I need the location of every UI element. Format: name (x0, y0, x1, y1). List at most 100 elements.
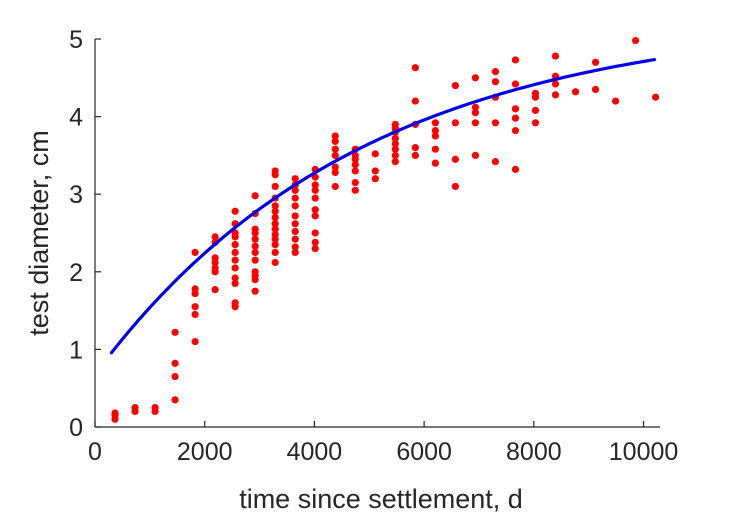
data-point (271, 230, 279, 239)
data-point (291, 202, 299, 210)
data-point (231, 229, 239, 237)
data-point (291, 186, 299, 194)
data-point (311, 212, 319, 220)
data-point (271, 248, 279, 256)
data-point (271, 258, 279, 267)
y-tick-label: 0 (69, 414, 83, 442)
data-point (111, 409, 119, 417)
data-point (491, 158, 500, 166)
data-point (511, 165, 520, 173)
data-point (471, 109, 480, 117)
data-point (411, 97, 419, 105)
data-point (331, 182, 339, 191)
data-point (451, 81, 459, 90)
data-point (391, 120, 399, 128)
data-point (231, 299, 239, 307)
data-point (311, 181, 319, 189)
data-point (311, 206, 319, 214)
axes (94, 39, 660, 428)
data-point (491, 119, 500, 127)
x-tick-label: 10000 (609, 438, 679, 466)
data-point (171, 359, 179, 367)
data-point (191, 248, 199, 256)
data-point (251, 225, 259, 233)
data-point (291, 175, 299, 183)
data-point (291, 243, 299, 251)
data-point (531, 89, 540, 97)
data-point (271, 202, 279, 210)
data-point (291, 220, 299, 228)
x-tick-label: 2000 (177, 438, 233, 466)
data-point (191, 303, 199, 311)
data-point (511, 126, 520, 135)
data-point (311, 238, 319, 246)
x-tick-label: 4000 (287, 438, 343, 466)
data-point (291, 227, 299, 236)
data-point (471, 119, 480, 127)
data-point (371, 150, 379, 158)
data-point (211, 286, 219, 294)
x-tick-label: 0 (88, 438, 102, 466)
data-point (531, 106, 540, 114)
data-point (231, 248, 239, 256)
y-tick-label: 3 (69, 181, 83, 209)
data-point (551, 52, 560, 60)
y-axis-ticks: 0 1 2 3 4 5 (69, 26, 101, 442)
data-point (331, 151, 339, 159)
data-point (531, 119, 540, 127)
data-point (271, 220, 279, 228)
data-point (251, 192, 259, 200)
data-point (271, 241, 279, 249)
data-point (211, 233, 219, 241)
data-point (291, 212, 299, 220)
data-point (431, 126, 439, 135)
data-point (391, 151, 399, 159)
fit-curve (109, 57, 657, 355)
data-point (511, 56, 520, 64)
y-tick-label: 2 (69, 259, 83, 287)
data-point (411, 151, 419, 159)
data-point (351, 151, 359, 159)
data-point (171, 396, 179, 404)
data-point (251, 287, 259, 295)
data-point (231, 256, 239, 264)
data-point (471, 103, 480, 111)
data-point (471, 74, 480, 82)
data-point (231, 241, 239, 249)
data-point (411, 64, 419, 72)
data-point (431, 145, 439, 153)
data-point (231, 264, 239, 272)
data-point (331, 137, 339, 146)
data-point (431, 132, 439, 140)
data-point (471, 151, 480, 159)
data-point (251, 235, 259, 243)
data-point (291, 248, 299, 256)
data-point (391, 158, 399, 166)
data-point (611, 97, 620, 105)
data-point (171, 372, 179, 381)
data-point (211, 254, 219, 262)
x-tick-label: 6000 (396, 438, 452, 466)
plot-area (109, 36, 660, 423)
data-point (351, 186, 359, 194)
data-point (351, 167, 359, 175)
data-point (231, 279, 239, 288)
data-point (451, 182, 459, 191)
data-point (191, 310, 199, 319)
data-point (511, 105, 520, 113)
data-point (491, 67, 500, 76)
data-point (551, 80, 560, 88)
data-point (351, 178, 359, 187)
y-axis-label: test diameter, cm (24, 130, 54, 336)
data-point (271, 213, 279, 222)
data-point (411, 144, 419, 152)
data-point (652, 93, 660, 101)
data-point (251, 268, 259, 276)
data-point (391, 145, 399, 153)
data-point (311, 186, 319, 194)
data-point (271, 225, 279, 233)
x-axis-label: time since settlement, d (239, 484, 523, 514)
data-point (631, 36, 640, 45)
data-point (451, 155, 459, 163)
